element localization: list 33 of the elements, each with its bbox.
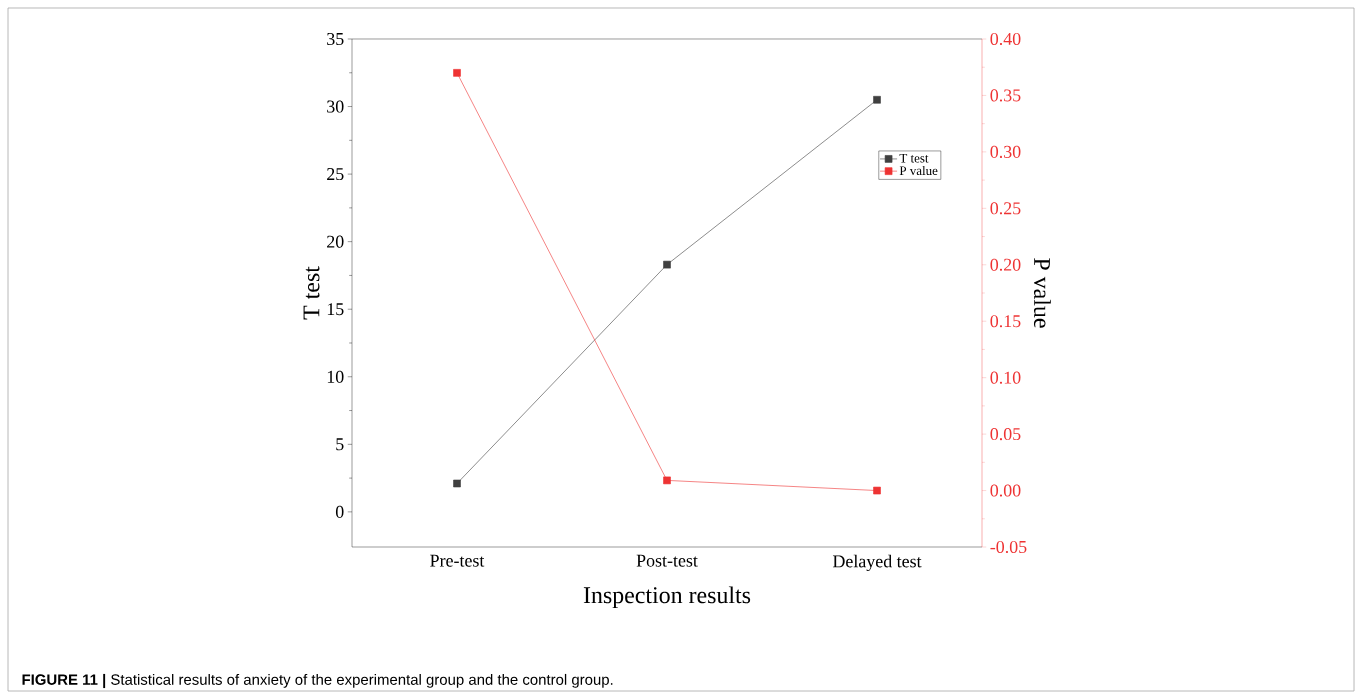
y2-tick-label: 0.40 xyxy=(990,32,1021,46)
y-tick-label: 35 xyxy=(327,32,344,46)
x-tick-label: Pre-test xyxy=(430,554,485,567)
point xyxy=(873,486,881,495)
point xyxy=(663,260,671,269)
y-tick-label: 0 xyxy=(335,505,344,518)
point xyxy=(453,479,461,488)
y2-tick-label: 0.00 xyxy=(990,484,1021,497)
legend-label: P value xyxy=(899,165,938,176)
y2-tick-label: 0.10 xyxy=(990,371,1021,384)
y-tick-label: 20 xyxy=(327,235,344,248)
y2-tick-label: 0.25 xyxy=(990,202,1021,215)
x-tick-label: Delayed test xyxy=(832,554,922,572)
y-tick-label: 15 xyxy=(327,303,344,316)
y2-tick-label: 0.35 xyxy=(990,89,1021,102)
y2-tick-label: 0.30 xyxy=(990,145,1021,158)
y-axis-title: T test xyxy=(303,266,320,320)
point xyxy=(453,69,461,77)
y2-axis-title: P value xyxy=(1033,258,1051,328)
y-tick-label: 5 xyxy=(336,438,344,451)
x-axis-title: Inspection results xyxy=(583,586,751,609)
y2-tick-label: 0.15 xyxy=(990,315,1021,328)
y-tick-label: 25 xyxy=(327,168,344,181)
x-tick-label: Post-test xyxy=(636,554,698,567)
point xyxy=(663,476,671,485)
y-tick-label: 30 xyxy=(327,100,344,113)
y-tick-label: 10 xyxy=(327,370,344,383)
legend-label: T test xyxy=(899,153,929,163)
text: FIGURE 11 | Statistical results of anxiety of the experimental group and the control group. xyxy=(22,673,613,689)
y2-tick-label: 0.20 xyxy=(990,258,1021,271)
y2-tick-label: 0.05 xyxy=(990,428,1021,441)
y2-tick-label: -0.05 xyxy=(990,540,1027,554)
point xyxy=(873,96,881,104)
